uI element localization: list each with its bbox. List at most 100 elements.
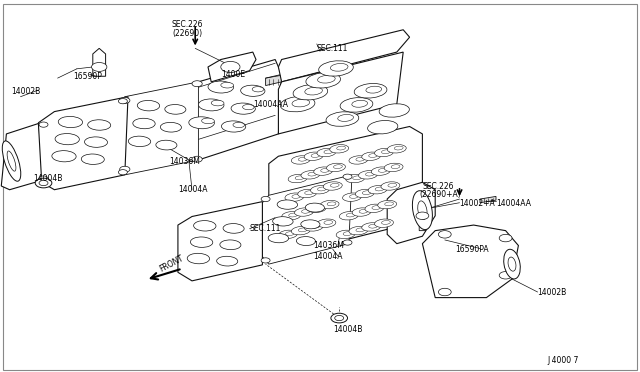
- Circle shape: [499, 234, 512, 242]
- Ellipse shape: [356, 228, 365, 232]
- Ellipse shape: [343, 232, 352, 235]
- Text: 1400E: 1400E: [221, 70, 245, 79]
- Ellipse shape: [388, 183, 397, 187]
- Ellipse shape: [84, 137, 108, 147]
- Ellipse shape: [340, 97, 373, 112]
- Text: 14002+A: 14002+A: [460, 199, 495, 208]
- Polygon shape: [422, 225, 518, 298]
- Ellipse shape: [223, 224, 244, 233]
- Text: 16590P: 16590P: [74, 72, 102, 81]
- Ellipse shape: [359, 209, 368, 213]
- Ellipse shape: [241, 85, 265, 96]
- Text: (22690): (22690): [173, 29, 203, 38]
- Ellipse shape: [355, 189, 374, 198]
- Ellipse shape: [208, 81, 234, 93]
- Circle shape: [192, 156, 202, 162]
- Ellipse shape: [349, 227, 368, 235]
- Ellipse shape: [305, 191, 314, 195]
- Polygon shape: [480, 196, 496, 203]
- Ellipse shape: [508, 257, 516, 271]
- Ellipse shape: [156, 140, 177, 150]
- Text: 14004A: 14004A: [314, 252, 343, 261]
- Ellipse shape: [298, 228, 307, 232]
- Ellipse shape: [7, 151, 16, 171]
- Polygon shape: [269, 126, 422, 257]
- Ellipse shape: [138, 100, 159, 111]
- Ellipse shape: [330, 183, 339, 187]
- Ellipse shape: [191, 237, 212, 247]
- Ellipse shape: [278, 230, 298, 238]
- Ellipse shape: [295, 176, 304, 180]
- Ellipse shape: [307, 204, 326, 212]
- Ellipse shape: [277, 200, 298, 209]
- Ellipse shape: [305, 87, 323, 95]
- Ellipse shape: [379, 104, 410, 117]
- Text: 14004B: 14004B: [33, 174, 63, 183]
- Ellipse shape: [133, 118, 155, 129]
- Ellipse shape: [165, 105, 186, 114]
- Ellipse shape: [354, 83, 387, 98]
- Ellipse shape: [385, 202, 394, 206]
- Circle shape: [120, 166, 130, 172]
- Ellipse shape: [288, 174, 307, 183]
- Ellipse shape: [198, 99, 224, 111]
- Ellipse shape: [310, 186, 330, 194]
- Ellipse shape: [319, 61, 353, 76]
- Ellipse shape: [342, 193, 362, 201]
- Ellipse shape: [371, 167, 390, 175]
- Ellipse shape: [220, 240, 241, 250]
- Ellipse shape: [346, 174, 365, 183]
- Circle shape: [331, 313, 348, 323]
- Circle shape: [39, 180, 48, 186]
- Ellipse shape: [211, 100, 224, 106]
- Text: 14004B: 14004B: [333, 325, 362, 334]
- Ellipse shape: [324, 150, 333, 154]
- Circle shape: [499, 272, 512, 279]
- Ellipse shape: [339, 212, 358, 220]
- Ellipse shape: [291, 227, 310, 235]
- Ellipse shape: [368, 186, 387, 194]
- Ellipse shape: [353, 176, 362, 180]
- Ellipse shape: [55, 134, 79, 145]
- Ellipse shape: [243, 105, 254, 110]
- Ellipse shape: [362, 191, 371, 195]
- Ellipse shape: [504, 249, 520, 279]
- Circle shape: [120, 97, 130, 103]
- Text: FRONT: FRONT: [158, 253, 185, 273]
- Polygon shape: [208, 52, 256, 82]
- Circle shape: [335, 315, 344, 321]
- Ellipse shape: [362, 223, 381, 231]
- Text: 14036M: 14036M: [170, 157, 200, 166]
- Circle shape: [416, 212, 429, 219]
- Ellipse shape: [375, 187, 384, 191]
- Ellipse shape: [298, 157, 307, 161]
- Text: 14004AA: 14004AA: [253, 100, 288, 109]
- Ellipse shape: [273, 217, 293, 226]
- Ellipse shape: [336, 230, 355, 238]
- Text: SEC.111: SEC.111: [250, 224, 281, 233]
- Ellipse shape: [391, 165, 400, 169]
- Ellipse shape: [304, 223, 323, 231]
- Circle shape: [192, 81, 202, 87]
- Ellipse shape: [52, 151, 76, 162]
- Ellipse shape: [374, 148, 394, 157]
- Ellipse shape: [338, 115, 353, 121]
- Circle shape: [39, 122, 48, 127]
- Ellipse shape: [58, 116, 83, 128]
- Text: SEC.226: SEC.226: [422, 182, 454, 190]
- Text: 16590PA: 16590PA: [456, 245, 490, 254]
- Ellipse shape: [418, 201, 427, 219]
- Ellipse shape: [330, 145, 349, 153]
- Ellipse shape: [327, 202, 336, 206]
- Ellipse shape: [337, 146, 346, 150]
- Ellipse shape: [374, 219, 394, 227]
- Polygon shape: [1, 124, 42, 190]
- Ellipse shape: [221, 82, 234, 88]
- Ellipse shape: [321, 169, 330, 172]
- Polygon shape: [178, 202, 262, 281]
- Ellipse shape: [296, 237, 316, 246]
- Text: SEC.226: SEC.226: [172, 20, 203, 29]
- Ellipse shape: [333, 165, 342, 169]
- Ellipse shape: [381, 182, 400, 190]
- Ellipse shape: [202, 118, 214, 124]
